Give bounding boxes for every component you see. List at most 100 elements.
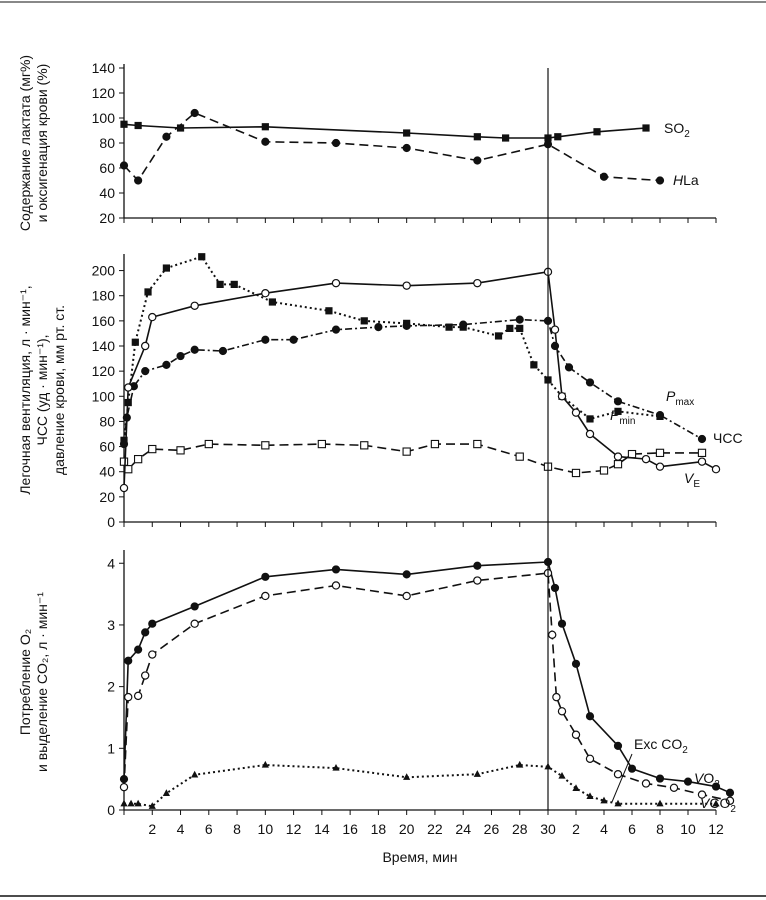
data-point-exc <box>572 784 580 792</box>
data-point-vco2 <box>669 783 679 792</box>
series-line-hla <box>123 112 661 182</box>
data-point-hla <box>134 176 143 185</box>
y-tick-label: 120 <box>92 363 116 379</box>
y-tick-label: 180 <box>92 288 116 304</box>
exc-co2-leader <box>611 753 633 803</box>
y-axis-title-line: Содержание лактата (мг%) <box>17 55 33 231</box>
y-axis-title-line: и выделение CO₂, л · мин⁻¹ <box>34 592 50 772</box>
series-line-ve <box>123 271 717 489</box>
data-point-hla <box>190 108 199 118</box>
data-point-chss <box>515 315 524 324</box>
data-point-chss <box>162 360 171 369</box>
data-point-vco2 <box>548 630 557 640</box>
x-tick-label: 4 <box>177 821 185 837</box>
x-tick-label: 10 <box>258 821 274 837</box>
data-point-pmax <box>360 317 368 325</box>
series-label-pmax: Pmax <box>666 388 694 408</box>
data-point-exc <box>134 799 142 807</box>
data-point-ve <box>402 281 411 290</box>
data-point-vco2 <box>473 576 482 585</box>
data-point-ve <box>571 408 581 417</box>
series-ve: VE <box>119 267 721 493</box>
data-point-exc <box>656 799 664 807</box>
series-so2: SO2 <box>120 120 690 142</box>
series-label-chss: ЧСС <box>713 430 743 446</box>
series-chss: ЧСС <box>119 315 743 449</box>
data-point-vco2 <box>140 671 150 680</box>
data-point-vo2 <box>331 565 341 574</box>
x-tick-label: 6 <box>628 821 636 837</box>
data-point-so2 <box>120 120 128 128</box>
data-point-vco2 <box>331 581 341 590</box>
data-point-chss <box>564 363 574 372</box>
y-tick-label: 20 <box>99 489 115 505</box>
data-point-vco2 <box>641 779 651 788</box>
data-point-exc <box>403 773 411 780</box>
data-point-hla <box>331 138 341 148</box>
data-point-vo2 <box>725 788 735 797</box>
data-point-vco2 <box>697 790 707 799</box>
data-point-exc <box>473 770 481 777</box>
data-point-vo2 <box>627 764 637 773</box>
data-point-pmin <box>204 439 213 449</box>
data-point-ve <box>613 452 623 461</box>
data-point-exc <box>120 799 128 807</box>
data-point-vco2 <box>148 650 157 659</box>
x-tick-label: 14 <box>314 821 330 837</box>
data-point-vco2 <box>613 770 623 779</box>
x-tick-label: 26 <box>484 821 500 837</box>
data-point-vo2 <box>683 777 693 786</box>
series-pmin: Pmin <box>119 407 707 478</box>
y-tick-label: 80 <box>99 413 115 429</box>
data-point-chss <box>374 323 383 332</box>
data-point-ve <box>148 312 157 322</box>
data-point-chss <box>613 397 623 406</box>
data-point-hla <box>402 143 411 153</box>
x-tick-label: 24 <box>455 821 471 837</box>
y-tick-label: 20 <box>99 210 115 226</box>
y-tick-label: 100 <box>92 110 116 126</box>
x-tick-label: 12 <box>286 821 302 837</box>
series-exc: Exc CO2 <box>120 736 720 809</box>
x-tick-label: 8 <box>233 821 241 837</box>
series-vco2: VCO2 <box>119 568 736 815</box>
data-point-chss <box>190 345 199 354</box>
series-label-vo2: VO2 <box>694 770 720 790</box>
x-tick-label: 10 <box>680 821 696 837</box>
x-tick-label: 28 <box>512 821 528 837</box>
data-point-vo2 <box>571 659 581 668</box>
data-point-pmin <box>655 448 665 458</box>
data-point-vo2 <box>585 712 595 721</box>
y-axis-title-line: ЧСС (уд · мин⁻¹), <box>34 334 50 445</box>
data-point-vco2 <box>261 591 270 601</box>
panel-top: 20 40 60 80 100 120 140 Содержание лактата (мг%… <box>17 55 717 231</box>
data-point-vo2 <box>711 782 721 791</box>
panel-middle: 0 20 40 60 80 100 120 140 160 180 200 Легочная вент… <box>17 253 743 530</box>
y-axis-title-line: Потребление O₂ <box>17 629 33 735</box>
series-label-so2: SO2 <box>664 120 690 140</box>
data-point-pmin <box>599 466 609 475</box>
data-point-exc <box>148 802 156 809</box>
series-line-so2 <box>123 123 647 139</box>
data-point-hla <box>261 137 270 146</box>
data-point-pmin <box>571 468 581 478</box>
y-tick-label: 2 <box>107 679 115 695</box>
data-point-hla <box>162 132 171 141</box>
series-vo2: VO2 <box>119 557 735 797</box>
data-point-pmin <box>613 460 623 469</box>
y-tick-label: 60 <box>99 439 115 455</box>
data-point-hla <box>119 161 129 170</box>
data-point-pmin <box>515 452 524 461</box>
data-point-pmax <box>268 298 276 306</box>
data-point-exc <box>261 760 269 768</box>
data-point-exc <box>191 770 199 778</box>
data-point-so2 <box>502 134 510 142</box>
series-label-exc: Exc CO2 <box>634 736 688 756</box>
data-point-vo2 <box>261 572 270 581</box>
data-point-pmax <box>198 253 206 261</box>
data-point-ve <box>641 454 651 464</box>
data-point-chss <box>331 325 341 334</box>
series-line-pmax <box>123 255 661 441</box>
data-point-so2 <box>403 129 411 137</box>
